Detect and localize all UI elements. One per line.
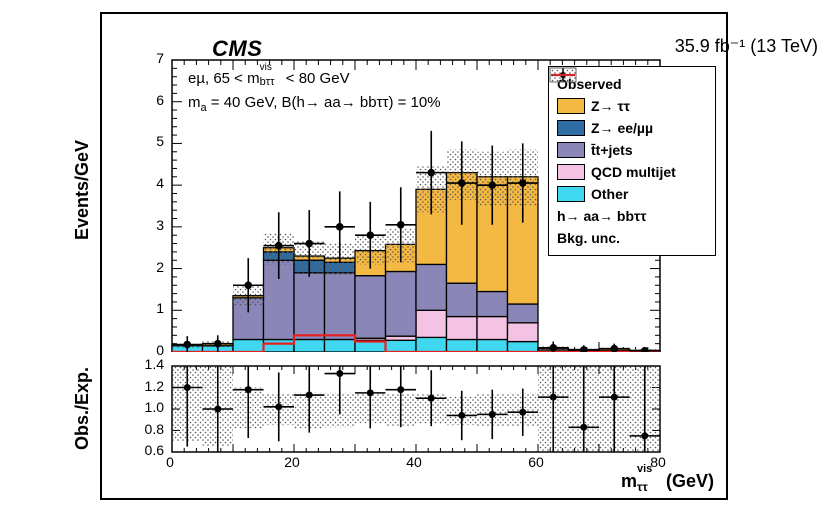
ytick-main-7: 7 <box>140 50 164 66</box>
xtick-0: 0 <box>158 454 182 470</box>
legend-observed: Observed <box>557 73 707 95</box>
ytick-main-2: 2 <box>140 259 164 275</box>
ratio-plot <box>102 364 730 454</box>
xtick-40: 40 <box>402 454 426 470</box>
ytick-main-3: 3 <box>140 217 164 233</box>
legend-ttjets: t̄t+jets <box>557 139 707 161</box>
plot-frame: CMS 35.9 fb⁻¹ (13 TeV) eµ, 65 < mvisbττ … <box>100 12 728 500</box>
xtick-80: 80 <box>646 454 670 470</box>
ytick-main-4: 4 <box>140 175 164 191</box>
legend-zee: Z→ ee/µµ <box>557 117 707 139</box>
ytick-main-6: 6 <box>140 92 164 108</box>
xtick-20: 20 <box>280 454 304 470</box>
ytick-ratio-1: 1.0 <box>132 399 164 415</box>
legend-other: Other <box>557 183 707 205</box>
figure: CMS 35.9 fb⁻¹ (13 TeV) eµ, 65 < mvisbττ … <box>0 0 820 507</box>
ratio-chart-svg <box>102 364 730 454</box>
ytick-main-5: 5 <box>140 133 164 149</box>
ytick-main-1: 1 <box>140 300 164 316</box>
ytick-ratio-1.2: 1.2 <box>132 378 164 394</box>
ytick-ratio-0.8: 0.8 <box>132 421 164 437</box>
ytick-ratio-1.4: 1.4 <box>132 356 164 372</box>
y-axis-title-main: Events/GeV <box>72 140 93 240</box>
y-axis-title-ratio: Obs./Exp. <box>72 367 93 450</box>
lumi-label: 35.9 fb⁻¹ (13 TeV) <box>675 36 818 57</box>
selection-text-line2: ma = 40 GeV, B(h→ aa→ bbττ) = 10% <box>188 94 441 114</box>
legend-signal: h→ aa→ bbττ <box>557 205 707 227</box>
legend-bkgunc: Bkg. unc. <box>557 227 707 249</box>
legend-qcd: QCD multijet <box>557 161 707 183</box>
legend-ztt: Z→ ττ <box>557 95 707 117</box>
selection-text-line1: eµ, 65 < mvisbττ < 80 GeV <box>188 70 350 87</box>
xtick-60: 60 <box>524 454 548 470</box>
x-axis-title: mvisττ (GeV) <box>621 471 714 492</box>
legend: Observed Z→ ττ Z→ ee/µµ t̄t+jets QCD mul… <box>548 66 716 256</box>
